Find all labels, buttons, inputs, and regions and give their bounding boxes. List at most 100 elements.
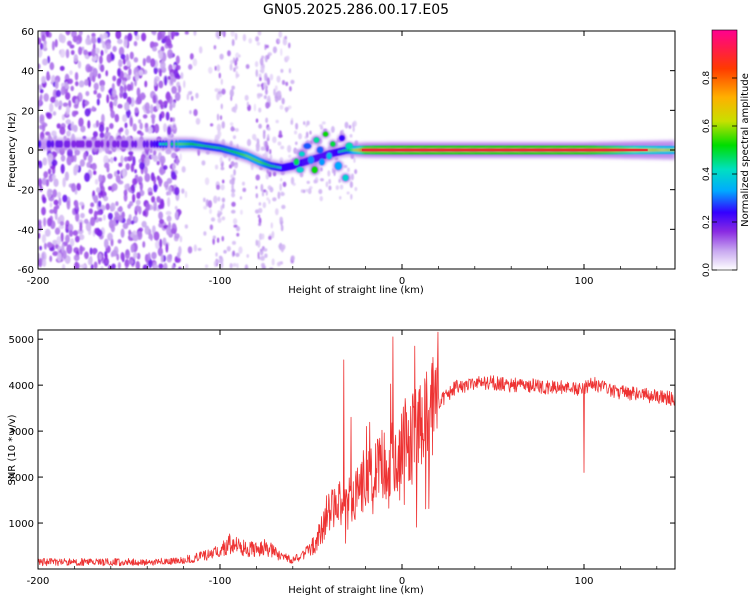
noise-blob bbox=[65, 234, 70, 244]
noise-blob bbox=[216, 123, 222, 132]
noise-blob bbox=[64, 92, 71, 100]
ridge-blob bbox=[48, 140, 52, 148]
noise-blob bbox=[82, 99, 86, 109]
noise-blob bbox=[255, 193, 259, 199]
noise-blob bbox=[217, 196, 221, 202]
noise-blob bbox=[266, 197, 270, 201]
noise-blob bbox=[111, 263, 116, 269]
noise-blob bbox=[252, 133, 257, 140]
noise-blob bbox=[259, 57, 264, 66]
noise-blob bbox=[269, 186, 274, 193]
noise-blob bbox=[75, 212, 80, 222]
noise-blob bbox=[175, 210, 179, 220]
noise-blob bbox=[241, 181, 245, 186]
noise-blob bbox=[130, 244, 135, 253]
noise-blob bbox=[51, 130, 57, 137]
noise-blob bbox=[105, 126, 110, 132]
noise-blob bbox=[109, 122, 114, 130]
spec-y-tick-label: 0 bbox=[28, 146, 34, 157]
noise-blob bbox=[281, 244, 286, 250]
noise-blob bbox=[220, 78, 223, 85]
noise-blob bbox=[217, 217, 222, 224]
colorbar-label: Normalized spectral amplitude bbox=[740, 73, 750, 227]
noise-blob bbox=[280, 177, 283, 182]
noise-blob bbox=[318, 189, 323, 195]
noise-blob bbox=[167, 126, 172, 136]
noise-blob bbox=[120, 228, 125, 238]
noise-blob bbox=[305, 131, 309, 138]
spec-y-tick-label: -20 bbox=[18, 186, 34, 197]
noise-blob bbox=[83, 49, 88, 56]
noise-blob bbox=[66, 244, 73, 255]
noise-blob bbox=[92, 131, 98, 138]
noise-blob bbox=[221, 197, 226, 203]
noise-blob bbox=[144, 127, 149, 133]
noise-blob bbox=[47, 217, 52, 227]
noise-blob bbox=[234, 32, 238, 41]
noise-blob bbox=[112, 45, 117, 53]
noise-blob bbox=[339, 195, 342, 200]
noise-blob bbox=[203, 205, 208, 210]
noise-blob bbox=[214, 134, 219, 143]
noise-blob bbox=[124, 101, 130, 112]
noise-blob bbox=[135, 199, 141, 206]
noise-blob bbox=[58, 224, 65, 230]
noise-blob bbox=[105, 131, 111, 137]
noise-blob bbox=[190, 90, 193, 95]
noise-blob bbox=[150, 58, 156, 68]
noise-blob bbox=[90, 216, 96, 227]
noise-blob bbox=[276, 261, 281, 267]
noise-blob bbox=[56, 123, 61, 129]
noise-blob bbox=[279, 157, 284, 162]
noise-blob bbox=[162, 165, 168, 170]
spectrogram-noise-layer bbox=[38, 31, 359, 269]
noise-blob bbox=[254, 61, 259, 68]
noise-blob bbox=[102, 32, 108, 40]
noise-blob bbox=[235, 52, 240, 59]
colorbar-tick-label: 0.6 bbox=[702, 119, 712, 134]
noise-blob bbox=[208, 66, 213, 74]
noise-blob bbox=[85, 90, 90, 97]
ridge-blob bbox=[155, 140, 159, 148]
cluster-blob bbox=[298, 151, 305, 157]
noise-blob bbox=[195, 92, 199, 99]
noise-blob bbox=[256, 41, 261, 46]
noise-blob bbox=[104, 259, 109, 265]
noise-blob bbox=[158, 177, 162, 187]
noise-blob bbox=[132, 178, 137, 186]
noise-blob bbox=[107, 185, 112, 191]
noise-blob bbox=[93, 90, 98, 95]
noise-blob bbox=[170, 72, 174, 78]
noise-blob bbox=[288, 154, 292, 158]
noise-blob bbox=[100, 49, 104, 57]
noise-blob bbox=[280, 224, 284, 232]
noise-blob bbox=[229, 122, 234, 126]
noise-blob bbox=[256, 92, 262, 97]
noise-blob bbox=[259, 69, 264, 73]
noise-blob bbox=[195, 117, 201, 125]
noise-blob bbox=[133, 57, 139, 63]
noise-blob bbox=[72, 230, 79, 236]
noise-blob bbox=[158, 113, 162, 122]
noise-blob bbox=[273, 88, 276, 96]
noise-blob bbox=[220, 205, 223, 212]
noise-blob bbox=[174, 233, 180, 239]
noise-blob bbox=[58, 105, 62, 110]
noise-blob bbox=[99, 55, 103, 65]
noise-blob bbox=[235, 57, 239, 62]
noise-blob bbox=[174, 255, 179, 263]
noise-blob bbox=[214, 164, 219, 170]
noise-blob bbox=[84, 172, 91, 183]
noise-blob bbox=[165, 38, 172, 47]
noise-blob bbox=[267, 95, 271, 103]
noise-blob bbox=[52, 189, 58, 198]
noise-blob bbox=[236, 226, 241, 232]
noise-blob bbox=[153, 200, 157, 211]
noise-blob bbox=[229, 59, 235, 65]
noise-blob bbox=[242, 187, 247, 193]
noise-blob bbox=[258, 107, 262, 113]
noise-blob bbox=[74, 149, 81, 156]
noise-blob bbox=[52, 239, 58, 245]
noise-blob bbox=[231, 240, 236, 245]
figure-title: GN05.2025.286.00.17.E05 bbox=[263, 2, 449, 18]
